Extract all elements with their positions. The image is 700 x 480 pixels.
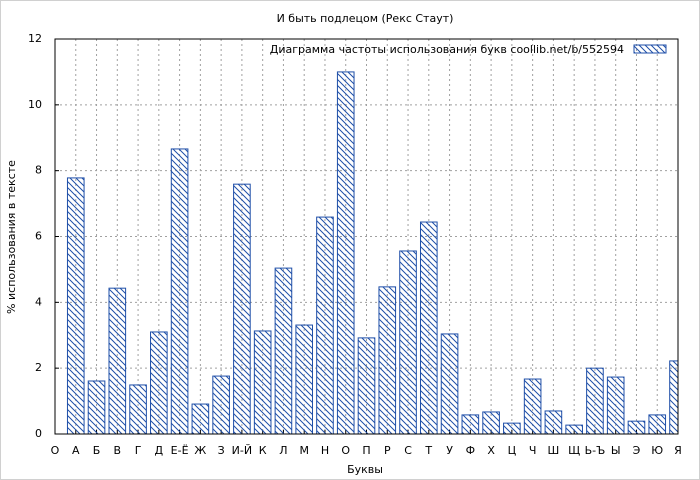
x-tick-label: В [114,444,122,457]
bar [482,411,500,434]
x-tick-label: Я [674,444,682,457]
x-axis-label: Буквы [347,463,383,476]
bar [66,177,85,434]
bar [233,183,251,434]
x-tick-label: Г [135,444,142,457]
x-tick-label: У [446,444,453,457]
bar [316,216,334,434]
legend-swatch [633,44,667,54]
bar [150,331,168,434]
x-tick-label: Д [155,444,164,457]
y-tick-label: 10 [28,98,42,111]
x-tick-label: Ч [529,444,537,457]
x-tick-label: Т [424,444,432,457]
legend-label: Диаграмма частоты использования букв coo… [270,43,624,56]
x-tick-label: Б [93,444,101,457]
x-tick-label: З [218,444,225,457]
x-tick-label: Ь-Ъ [585,444,606,457]
bar [170,148,189,434]
bar [129,384,147,434]
x-tick-label: Е-Ё [171,444,189,457]
bar [648,414,667,434]
bar [336,71,355,434]
x-tick-label: А [72,444,80,457]
bar [357,337,376,434]
y-tick-label: 4 [35,295,42,308]
bar [253,330,272,434]
bar [586,367,604,434]
x-tick-label: Щ [568,444,580,457]
bar [606,376,625,434]
x-tick-label: Н [321,444,329,457]
x-tick-label: Ы [611,444,621,457]
x-tick-label: Ц [508,444,517,457]
y-tick-label: 0 [35,427,42,440]
y-tick-label: 12 [28,32,42,45]
x-tick-label: Л [279,444,287,457]
bar [108,287,127,434]
x-tick-label: П [362,444,370,457]
y-axis-label: % использования в тексте [5,160,18,314]
x-tick-label: К [259,444,267,457]
x-tick-label: Э [633,444,641,457]
x-tick-label: И-Й [232,444,252,457]
y-tick-label: 2 [35,361,42,374]
bar [191,403,210,434]
bar [378,286,397,434]
bar [544,410,563,434]
bars [66,71,678,434]
bar [523,378,542,434]
x-tick-label: Ф [466,444,475,457]
x-tick-label: О [341,444,350,457]
bar [440,333,459,434]
bar [565,424,583,434]
x-tick-label: Ш [548,444,560,457]
bar [295,324,314,434]
x-tick-label: Х [487,444,495,457]
bar [419,221,438,434]
bar [461,414,480,434]
bar [669,360,678,434]
x-tick-label: С [404,444,412,457]
bar [212,375,230,434]
y-tick-label: 6 [35,230,42,243]
plot-frame [54,38,679,435]
x-tick-label: О [51,444,60,457]
chart-title: И быть подлецом (Рекс Стаут) [277,12,454,25]
bar [627,420,646,434]
bar [503,422,521,434]
x-tick-label: Р [384,444,391,457]
x-tick-label: Ж [194,444,206,457]
y-tick-label: 8 [35,164,42,177]
bar [87,380,106,434]
bar [399,250,417,434]
bar [274,267,293,434]
x-tick-label: Ю [651,444,663,457]
x-tick-label: М [299,444,309,457]
